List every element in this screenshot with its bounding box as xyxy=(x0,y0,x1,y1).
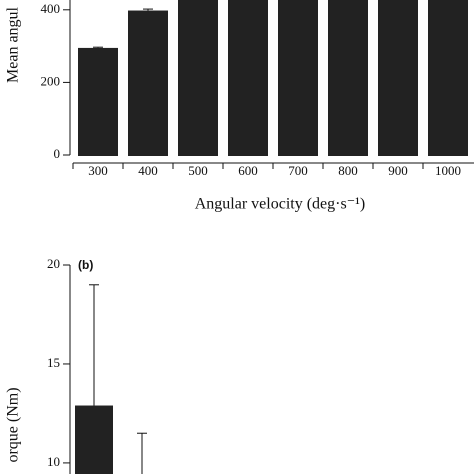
y-tick-label: 20 xyxy=(47,256,60,271)
bar xyxy=(78,47,118,156)
bar xyxy=(178,0,218,156)
y-tick-label: 200 xyxy=(41,73,61,88)
bar xyxy=(328,0,368,156)
bar xyxy=(128,10,168,156)
x-tick-label: 600 xyxy=(238,163,258,178)
bar xyxy=(75,405,113,474)
panel-label: (b) xyxy=(78,258,93,272)
bar xyxy=(278,0,318,156)
x-tick-label: 1000 xyxy=(435,163,461,178)
bar xyxy=(228,0,268,156)
plot-area xyxy=(75,284,147,474)
bar xyxy=(428,0,468,156)
y-tick-label: 400 xyxy=(41,1,61,16)
x-tick-label: 500 xyxy=(188,163,208,178)
y-tick-label: 15 xyxy=(47,355,60,370)
x-tick-label: 700 xyxy=(288,163,308,178)
y-axis-label: Mean angul xyxy=(5,6,22,83)
y-tick-label: 10 xyxy=(47,454,60,469)
x-tick-label: 400 xyxy=(138,163,158,178)
x-tick-label: 900 xyxy=(388,163,408,178)
plot-area xyxy=(78,0,468,156)
y-tick-label: 0 xyxy=(54,146,61,161)
y-axis-label: orque (Nm) xyxy=(5,387,22,462)
x-tick-label: 300 xyxy=(88,163,108,178)
bar xyxy=(378,0,418,156)
x-tick-label: 800 xyxy=(338,163,358,178)
x-axis-label: Angular velocity (deg·s⁻¹) xyxy=(195,196,366,213)
